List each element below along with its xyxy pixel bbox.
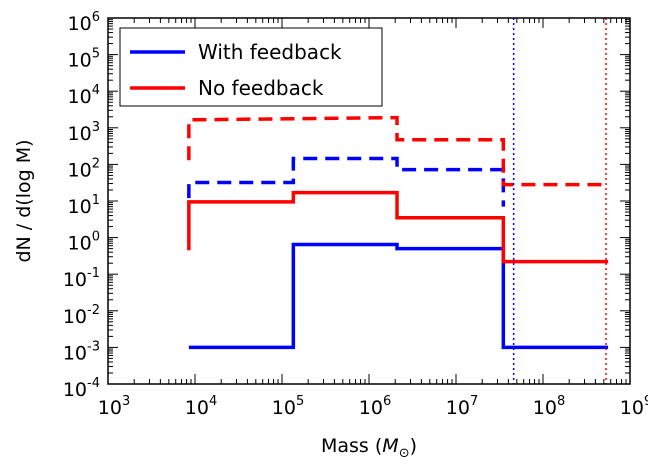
y-tick-label-7-exp: 3 — [92, 120, 100, 135]
y-tick-label-2-base: 10 — [63, 306, 87, 328]
y-tick-label-2: 10-2 — [63, 303, 100, 328]
y-tick-label-0-exp: -4 — [87, 376, 100, 391]
with-feedback-solid-line — [188, 242, 609, 350]
x-tick-label-2-exp: 5 — [296, 394, 304, 409]
x-tick-label-6: 109 — [620, 394, 648, 419]
y-tick-label-9-base: 10 — [68, 50, 92, 72]
y-tick-label-2-exp: -2 — [87, 303, 100, 318]
y-tick-label-1: 10-3 — [63, 339, 100, 364]
x-tick-label-5: 108 — [533, 394, 565, 419]
y-tick-label-3-exp: -1 — [87, 266, 100, 281]
vline-layer — [512, 18, 607, 384]
y-tick-label-0-base: 10 — [63, 379, 87, 401]
tick-layer: 10310410510610710810910-410-310-210-1100… — [63, 10, 648, 419]
y-tick-label-10-exp: 6 — [92, 10, 100, 25]
x-tick-label-6-exp: 9 — [644, 394, 648, 409]
x-tick-label-4-base: 10 — [446, 397, 470, 419]
series-3-dashed-line — [187, 115, 609, 187]
x-tick-label-0: 103 — [98, 394, 130, 419]
x-tick-label-3-exp: 6 — [383, 394, 391, 409]
y-tick-label-5-exp: 1 — [92, 193, 100, 208]
x-tick-label-2: 105 — [272, 394, 304, 419]
series-layer — [187, 115, 609, 350]
legend: With feedback No feedback — [119, 27, 383, 107]
x-tick-label-0-exp: 3 — [122, 394, 130, 409]
y-axis-label: dN / d(log M) — [13, 139, 35, 262]
y-tick-label-4-exp: 0 — [92, 230, 100, 245]
y-tick-label-9: 105 — [68, 47, 100, 72]
y-tick-label-10-base: 10 — [68, 13, 92, 35]
x-tick-label-3-base: 10 — [359, 397, 383, 419]
x-tick-label-2-base: 10 — [272, 397, 296, 419]
y-tick-label-6: 102 — [68, 156, 100, 181]
y-tick-label-4-base: 10 — [68, 233, 92, 255]
y-tick-label-0: 10-4 — [63, 376, 100, 401]
legend-box — [119, 27, 383, 107]
no-feedback-solid-line — [187, 190, 609, 264]
y-tick-label-4: 100 — [68, 230, 100, 255]
y-tick-label-3: 10-1 — [63, 266, 100, 291]
y-tick-label-5: 101 — [68, 193, 100, 218]
x-tick-label-5-base: 10 — [533, 397, 557, 419]
y-tick-label-8-base: 10 — [68, 86, 92, 108]
y-tick-label-7-base: 10 — [68, 123, 92, 145]
x-tick-label-1: 104 — [185, 394, 217, 419]
x-axis-label-unit-sub: ⊙ — [399, 446, 410, 461]
x-tick-label-1-base: 10 — [185, 397, 209, 419]
x-tick-label-4: 107 — [446, 394, 478, 419]
y-tick-label-10: 106 — [68, 10, 100, 35]
y-tick-label-5-base: 10 — [68, 196, 92, 218]
x-axis-label-text: Mass — [321, 435, 369, 457]
y-tick-label-3-base: 10 — [63, 269, 87, 291]
series-2-dashed-line — [187, 156, 506, 207]
x-tick-label-4-exp: 7 — [470, 394, 478, 409]
y-tick-label-1-base: 10 — [63, 342, 87, 364]
x-tick-label-0-base: 10 — [98, 397, 122, 419]
x-tick-label-1-exp: 4 — [209, 394, 217, 409]
x-axis-label-unit: M — [382, 435, 398, 457]
y-tick-label-1-exp: -3 — [87, 339, 100, 354]
y-tick-label-8: 104 — [68, 83, 100, 108]
y-tick-label-9-exp: 5 — [92, 47, 100, 62]
x-tick-label-5-exp: 8 — [557, 394, 565, 409]
legend-label-with-feedback: With feedback — [198, 40, 342, 64]
y-tick-label-8-exp: 4 — [92, 83, 100, 98]
x-tick-label-6-base: 10 — [620, 397, 644, 419]
x-tick-label-3: 106 — [359, 394, 391, 419]
y-tick-label-7: 103 — [68, 120, 100, 145]
y-tick-label-6-exp: 2 — [92, 156, 100, 171]
legend-label-no-feedback: No feedback — [198, 76, 324, 100]
y-tick-label-6-base: 10 — [68, 159, 92, 181]
